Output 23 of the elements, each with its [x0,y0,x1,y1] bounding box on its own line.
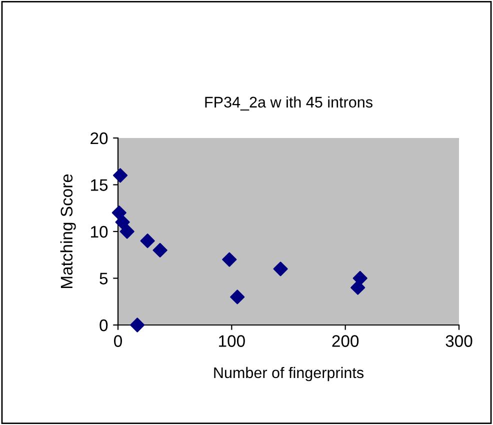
point [112,206,126,220]
point [273,262,288,276]
x-tick-label: 0 [114,335,122,347]
y-tick-label: 20 [90,132,108,144]
y-axis-title: Matching Score [60,174,76,288]
point [352,270,368,286]
y-tick-label: 5 [100,272,108,284]
y-tick-label: 0 [100,319,108,332]
point [230,290,245,304]
point [115,214,130,230]
point [152,242,168,258]
chart-title: FP34_2a w ith 45 introns [205,96,372,110]
x-tick-label: 200 [332,335,359,347]
y-tick-label: 10 [91,226,108,238]
point [140,234,155,248]
x-tick-label: 100 [219,335,245,347]
point [130,318,145,332]
y-tick-label: 15 [91,179,108,191]
x-tick-label: 300 [446,335,472,347]
x-axis-title: Number of fingerprints [214,366,364,382]
point [222,252,237,267]
point [112,168,128,183]
point [120,224,134,239]
